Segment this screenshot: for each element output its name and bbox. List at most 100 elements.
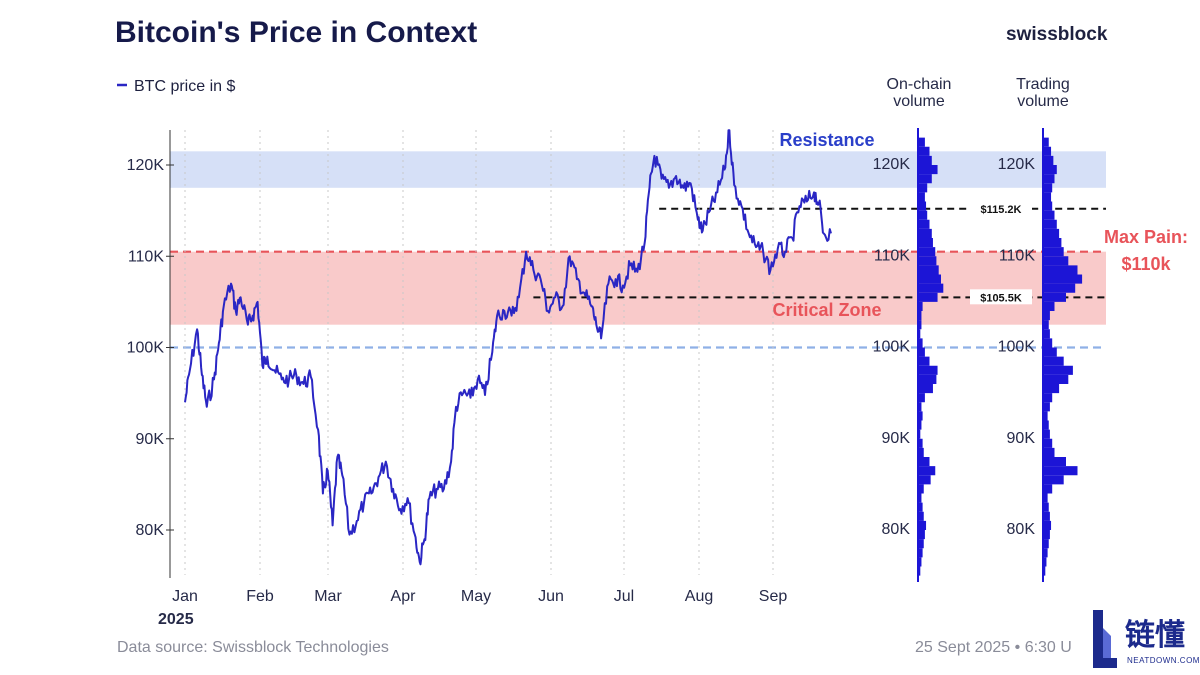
volume-bar xyxy=(918,183,928,193)
volume-bar xyxy=(918,374,937,384)
volume-bar xyxy=(918,228,932,238)
volume-profile-trading: 80K 90K 100K 110K 120K xyxy=(998,128,1083,582)
level-label-bg-upper xyxy=(970,200,1032,216)
volume-tick-label: 100K xyxy=(873,339,911,356)
volume-profile-onchain: 80K 90K 100K 110K 120K xyxy=(873,128,944,582)
volume-bar xyxy=(1043,201,1053,211)
volume-bar xyxy=(1043,256,1069,266)
volume-bar xyxy=(1043,557,1047,567)
volume-bar xyxy=(1043,511,1050,521)
y-tick-label: 90K xyxy=(136,431,165,448)
volume-bar xyxy=(918,338,923,348)
volume-bar xyxy=(1043,411,1048,421)
price-bands xyxy=(170,151,1106,325)
volume-bar xyxy=(918,155,932,165)
volume-bar xyxy=(1043,484,1053,494)
volume-bar xyxy=(918,447,924,457)
max-pain-label: Max Pain: xyxy=(1104,227,1188,247)
volume-tick-label: 120K xyxy=(873,156,911,173)
y-tick-label: 80K xyxy=(136,522,165,539)
volume-bar xyxy=(1043,475,1064,485)
y-tick-label: 100K xyxy=(127,340,165,357)
x-tick-label: Jun xyxy=(538,588,564,605)
volume-bar xyxy=(918,539,924,549)
volume-bar xyxy=(1043,238,1062,248)
volume-bar xyxy=(918,393,925,403)
volume-bar xyxy=(918,557,922,567)
volume-bar xyxy=(918,365,938,375)
volume-bar xyxy=(1043,447,1055,457)
volume-tick-label: 110K xyxy=(999,247,1036,264)
x-tick-label: Jul xyxy=(614,588,634,605)
volume-bar xyxy=(1043,530,1050,540)
volume-bar xyxy=(1043,301,1055,311)
volume-bar xyxy=(1043,210,1055,220)
volume-bar xyxy=(918,384,933,394)
trading-volume-heading-line2: volume xyxy=(1017,93,1069,110)
y-tick-label: 110K xyxy=(128,248,165,265)
volume-bar xyxy=(1043,502,1049,512)
volume-bar xyxy=(1043,374,1069,384)
volume-bar xyxy=(918,520,927,530)
volume-bar xyxy=(918,493,922,503)
onchain-volume-heading-line1: On-chain xyxy=(887,76,952,93)
volume-bar xyxy=(1043,183,1053,193)
volume-bar xyxy=(918,411,923,421)
level-label-bg-lower xyxy=(970,289,1032,305)
price-levels: $115.2K $105.5K xyxy=(170,200,1106,349)
volume-bar xyxy=(918,256,937,266)
volume-bar xyxy=(1043,174,1055,184)
volume-bar xyxy=(918,502,923,512)
resistance-label: Resistance xyxy=(779,130,874,150)
volume-bar xyxy=(1043,393,1053,403)
volume-bar xyxy=(918,530,925,540)
volume-bar xyxy=(1043,402,1050,412)
volume-bar xyxy=(918,301,923,311)
volume-bar xyxy=(1043,137,1049,147)
critical-zone-label: Critical Zone xyxy=(772,300,881,320)
volume-bar xyxy=(918,347,925,357)
data-source: Data source: Swissblock Technologies xyxy=(117,639,389,656)
volume-bar xyxy=(918,292,938,302)
x-tick-label: Apr xyxy=(391,588,417,605)
volume-bar xyxy=(1043,457,1066,467)
y-tick-label: 120K xyxy=(127,157,165,174)
level-label-upper: $115.2K xyxy=(981,204,1022,216)
volume-bar xyxy=(918,210,928,220)
x-tick-label: Jan xyxy=(172,588,198,605)
volume-bar xyxy=(1043,548,1048,558)
watermark-logo: 链懂 NEATDOWN.COM xyxy=(1087,604,1200,675)
volume-bar xyxy=(918,265,939,275)
volume-tick-label: 120K xyxy=(998,156,1036,173)
x-tick-label: Sep xyxy=(759,588,788,605)
volume-bar xyxy=(918,429,921,439)
watermark-text-en: NEATDOWN.COM xyxy=(1127,656,1200,665)
btc-price-line xyxy=(184,129,832,566)
volume-bar xyxy=(1043,356,1064,366)
volume-bar xyxy=(1043,320,1049,330)
volume-bar xyxy=(918,438,923,448)
level-label-lower: $105.5K xyxy=(980,292,1022,304)
volume-bar xyxy=(1043,228,1060,238)
volume-bar xyxy=(1043,146,1052,156)
onchain-volume-heading-line2: volume xyxy=(893,93,945,110)
volume-tick-label: 80K xyxy=(1007,521,1036,538)
trading-volume-heading-line1: Trading xyxy=(1016,76,1070,93)
legend: BTC price in $ xyxy=(117,78,235,95)
volume-bar xyxy=(918,475,931,485)
volume-bar xyxy=(918,146,930,156)
volume-bar xyxy=(1043,292,1066,302)
volume-bar xyxy=(918,192,925,202)
volume-bar xyxy=(918,484,924,494)
volume-bar xyxy=(1043,420,1049,430)
volume-bar xyxy=(1043,311,1050,321)
volume-bar xyxy=(918,137,925,147)
legend-label: BTC price in $ xyxy=(134,78,235,95)
volume-tick-label: 80K xyxy=(882,521,911,538)
volume-bar xyxy=(918,274,941,284)
volume-bar xyxy=(1043,274,1083,284)
x-tick-label: Mar xyxy=(314,588,342,605)
volume-bar xyxy=(1043,155,1054,165)
x-tick-label: Aug xyxy=(685,588,713,605)
